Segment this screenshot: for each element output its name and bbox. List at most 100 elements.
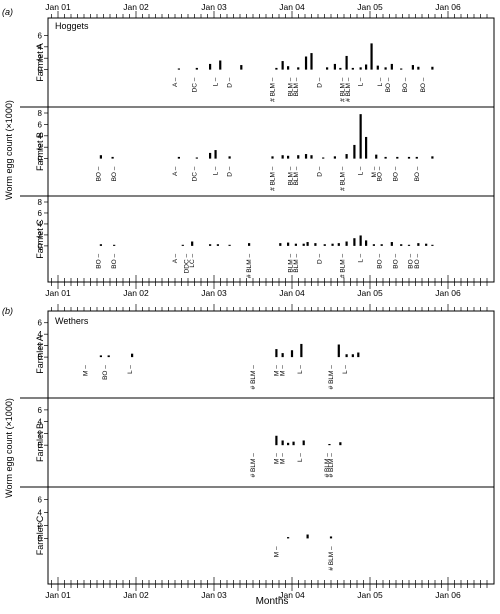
bar-1-1-2 xyxy=(287,442,290,446)
bar-0-2-1 xyxy=(113,244,116,246)
treatment-label-0-0-9: # BLM – xyxy=(345,77,352,102)
treatment-label-1-0-7: # BLM – xyxy=(328,365,335,390)
bar-1-1-3 xyxy=(292,441,295,446)
treatment-label-0-2-14: BO – xyxy=(414,253,421,268)
bar-0-0-18 xyxy=(370,43,373,70)
bar-0-2-19 xyxy=(359,235,362,246)
bar-0-0-20 xyxy=(384,67,387,70)
treatment-label-1-1-0: # BLM – xyxy=(250,453,257,478)
treatment-label-0-0-12: BO – xyxy=(385,77,392,92)
month-label-bottom-1-3: Jan 04 xyxy=(279,590,305,600)
bar-0-2-23 xyxy=(390,242,393,246)
treatment-label-0-2-6: BLM – xyxy=(287,254,294,273)
treatment-label-0-0-8: # BLM – xyxy=(340,77,347,102)
bar-0-1-1 xyxy=(111,156,114,159)
bar-0-0-3 xyxy=(219,60,222,70)
treatment-label-0-0-14: BO – xyxy=(420,77,427,92)
treatment-label-0-0-13: BO – xyxy=(402,77,409,92)
ytick-label-0-2-3: 6 xyxy=(38,209,43,218)
month-label-bottom-0-4: Jan 05 xyxy=(357,288,383,298)
treatment-label-0-0-1: DC – xyxy=(192,77,199,92)
treatment-label-0-0-6: BLM – xyxy=(293,77,300,96)
bar-0-0-22 xyxy=(400,68,403,70)
bar-1-0-2 xyxy=(131,353,134,358)
bar-0-1-22 xyxy=(407,156,411,159)
month-label-bottom-0-1: Jan 02 xyxy=(123,288,149,298)
bar-0-0-4 xyxy=(240,65,243,70)
bar-0-1-7 xyxy=(271,156,274,159)
month-label-bottom-1-2: Jan 03 xyxy=(201,590,227,600)
treatment-label-0-2-2: A – xyxy=(172,254,179,264)
bar-0-0-24 xyxy=(417,66,420,70)
bar-1-0-6 xyxy=(300,343,303,358)
ytick-label-0-2-2: 4 xyxy=(38,220,43,229)
treatment-label-1-1-4: # BLM – xyxy=(324,453,331,478)
bar-0-0-8 xyxy=(297,67,300,70)
bar-0-1-12 xyxy=(310,155,313,159)
treatment-label-0-1-13: BO – xyxy=(376,166,383,181)
bar-0-1-6 xyxy=(228,156,231,159)
bar-0-2-6 xyxy=(228,244,231,246)
treatment-label-0-0-5: BLM – xyxy=(287,77,294,96)
month-label-top-0-4: Jan 05 xyxy=(357,2,383,12)
bar-0-0-16 xyxy=(359,67,362,70)
panel-label-0: (a) xyxy=(2,7,13,17)
bar-0-0-14 xyxy=(345,55,348,70)
bar-0-1-8 xyxy=(281,155,284,159)
treatment-label-0-0-10: L – xyxy=(358,77,365,86)
bar-0-2-5 xyxy=(216,244,219,246)
text-labels: (a) Hoggets Farmlet A A – DC – L – D – # BLM – B… xyxy=(2,7,427,607)
bar-0-2-27 xyxy=(425,243,428,246)
treatment-label-0-0-0: A – xyxy=(172,77,179,87)
month-label-top-0-0: Jan 01 xyxy=(45,2,71,12)
ytick-label-0-2-4: 8 xyxy=(38,198,43,207)
xlabel: Months xyxy=(256,596,289,607)
bar-1-0-1 xyxy=(107,355,110,358)
bar-0-1-19 xyxy=(375,154,378,159)
treatment-label-0-2-12: BO – xyxy=(393,253,400,268)
month-label-bottom-0-5: Jan 06 xyxy=(435,288,461,298)
treatment-label-0-1-2: A – xyxy=(172,166,179,176)
treatment-label-0-2-13: BO – xyxy=(408,253,415,268)
bar-1-0-5 xyxy=(290,350,294,358)
treatment-label-0-1-6: # BLM – xyxy=(270,166,277,191)
bar-0-1-21 xyxy=(396,156,399,159)
month-label-bottom-1-5: Jan 06 xyxy=(435,590,461,600)
bar-0-0-2 xyxy=(209,63,212,70)
bar-0-0-15 xyxy=(351,67,354,70)
ytick-label-1-0-1: 2 xyxy=(38,342,43,351)
treatment-label-0-1-1: BO – xyxy=(111,166,118,181)
panel-frame-1 xyxy=(47,310,495,585)
ytick-label-1-1-1: 2 xyxy=(38,429,43,438)
bar-0-2-7 xyxy=(248,243,251,246)
bar-0-2-11 xyxy=(302,243,305,246)
treatment-label-0-2-3: DDC – xyxy=(184,254,191,274)
bar-0-0-13 xyxy=(339,67,342,70)
ytick-label-1-2-2: 4 xyxy=(38,508,43,517)
bar-0-2-0 xyxy=(99,244,102,246)
bar-1-1-4 xyxy=(302,440,305,446)
bar-0-2-2 xyxy=(181,244,184,246)
bar-0-0-6 xyxy=(281,61,284,70)
facet-name-0-2: Farmlet C xyxy=(35,219,45,259)
month-label-top-0-1: Jan 02 xyxy=(123,2,149,12)
bar-0-2-9 xyxy=(287,242,290,246)
bar-0-0-25 xyxy=(431,66,434,70)
bar-0-0-12 xyxy=(333,63,336,70)
bar-0-2-18 xyxy=(353,238,356,246)
bar-0-1-20 xyxy=(384,156,387,159)
bar-0-1-2 xyxy=(177,156,180,159)
panel-frames xyxy=(20,17,495,585)
treatment-label-1-1-1: M – xyxy=(273,453,280,464)
bar-1-0-3 xyxy=(275,349,278,358)
bar-1-1-5 xyxy=(328,443,331,446)
bar-0-1-16 xyxy=(353,144,356,159)
bar-1-2-2 xyxy=(329,536,333,539)
treatment-label-0-1-5: D – xyxy=(227,166,234,177)
treatment-label-0-2-11: BO – xyxy=(376,253,383,268)
ytick-label-0-0-3: 6 xyxy=(38,31,43,40)
treatment-label-1-1-2: M – xyxy=(280,453,287,464)
treatment-label-0-0-4: # BLM – xyxy=(270,77,277,102)
ytick-label-0-1-4: 8 xyxy=(38,109,43,118)
treatment-label-0-1-0: BO – xyxy=(96,166,103,181)
